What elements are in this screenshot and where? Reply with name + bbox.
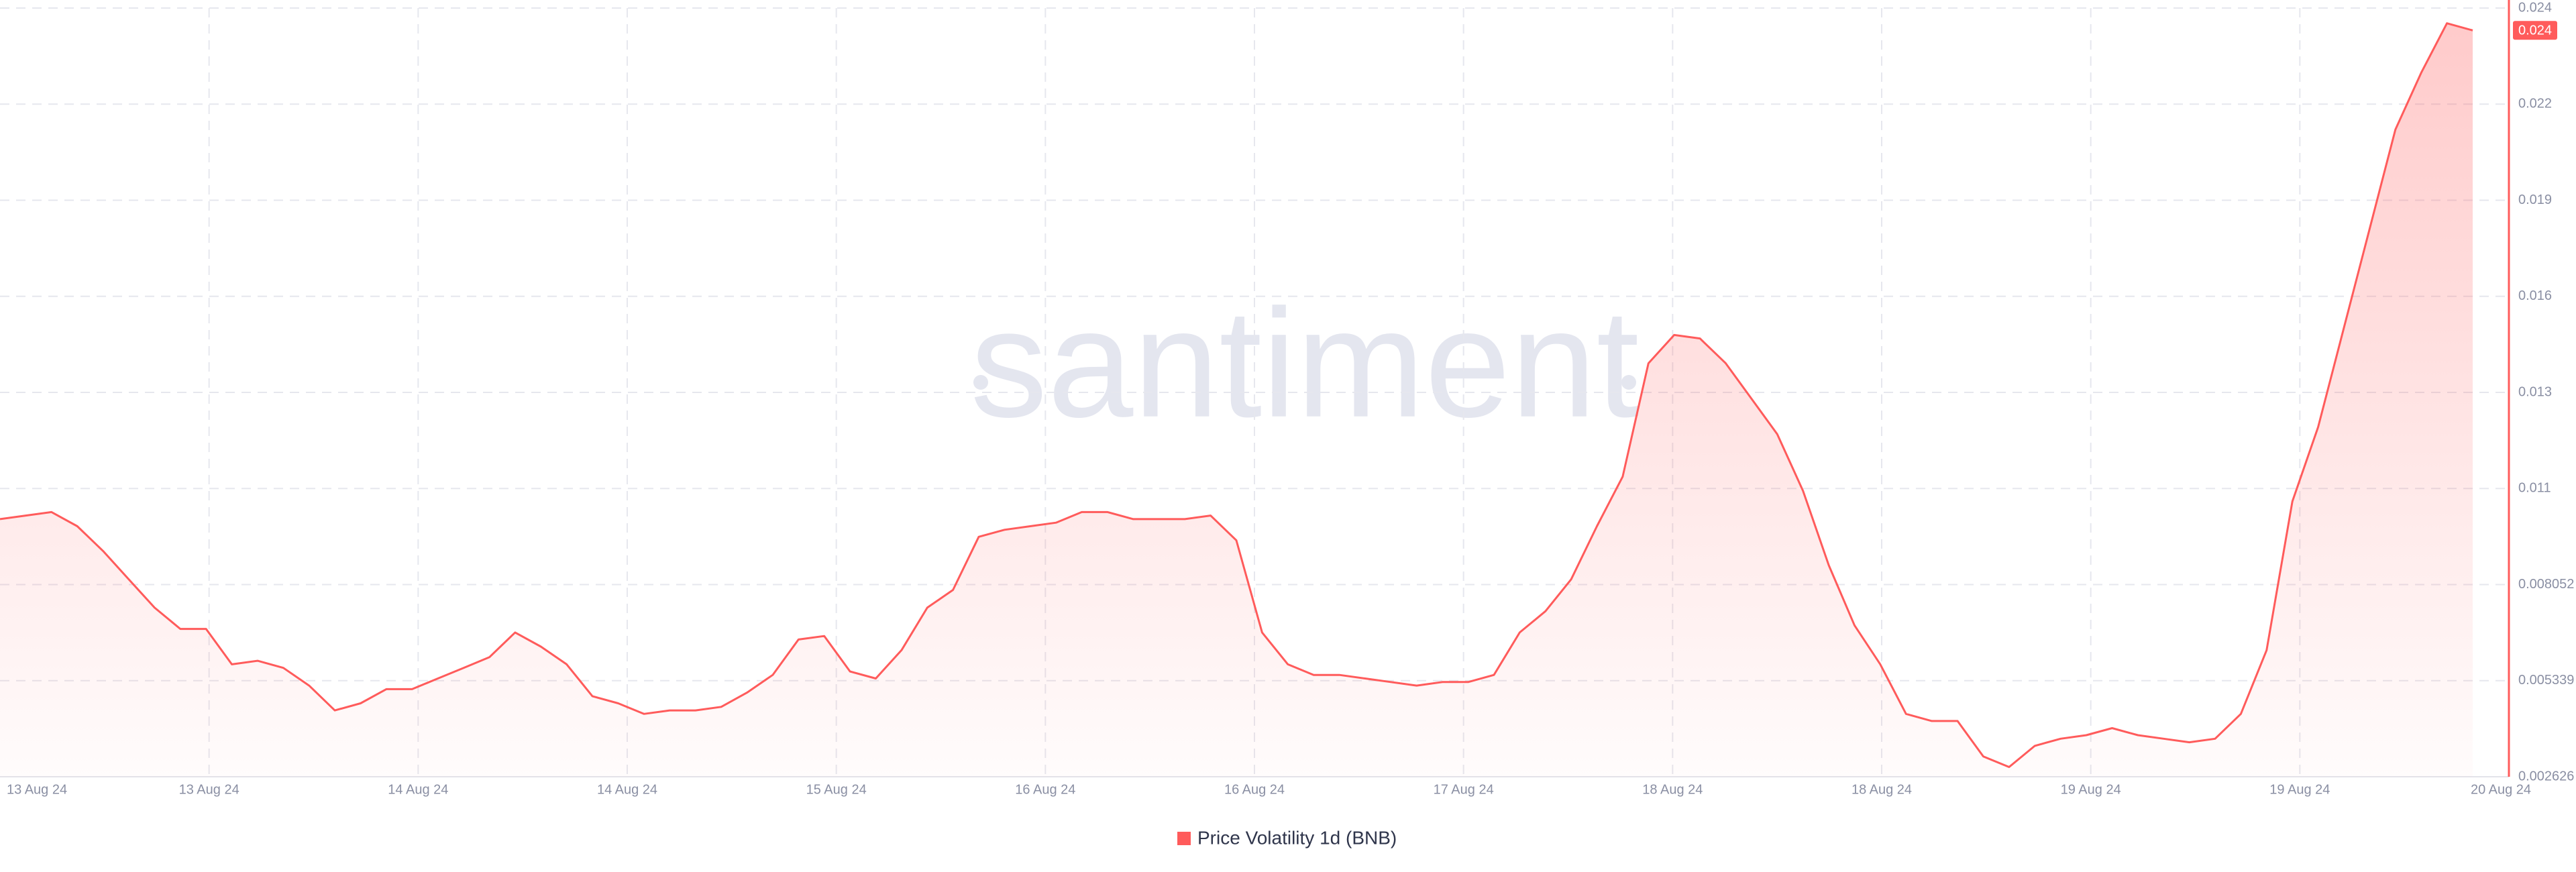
y-tick-label: 0.011 bbox=[2518, 481, 2551, 496]
value-label-box bbox=[2513, 21, 2557, 40]
x-tick-label: 16 Aug 24 bbox=[1015, 782, 1075, 797]
x-tick-label: 19 Aug 24 bbox=[2269, 782, 2330, 797]
x-tick-label: 14 Aug 24 bbox=[388, 782, 448, 797]
legend: Price Volatility 1d (BNB) bbox=[1177, 827, 1397, 848]
x-tick-label: 13 Aug 24 bbox=[7, 782, 67, 797]
watermark-dot bbox=[1621, 375, 1636, 390]
legend-swatch bbox=[1177, 832, 1191, 845]
x-tick-label: 14 Aug 24 bbox=[597, 782, 657, 797]
x-tick-label: 18 Aug 24 bbox=[1851, 782, 1912, 797]
x-tick-label: 16 Aug 24 bbox=[1224, 782, 1285, 797]
y-tick-label: 0.016 bbox=[2518, 288, 2552, 303]
line bbox=[0, 22, 2473, 768]
x-tick-label: 17 Aug 24 bbox=[1434, 782, 1494, 797]
y-tick-label: 0.002626 bbox=[2518, 769, 2574, 783]
watermark-dot bbox=[973, 375, 988, 390]
area bbox=[0, 23, 2473, 777]
y-tick-label: 0.008052 bbox=[2518, 577, 2574, 592]
x-tick-label: 18 Aug 24 bbox=[1642, 782, 1703, 797]
y-tick-label: 0.005339 bbox=[2518, 673, 2574, 688]
y-tick-label: 0.019 bbox=[2518, 193, 2552, 207]
legend-label: Price Volatility 1d (BNB) bbox=[1197, 827, 1397, 848]
x-tick-label: 19 Aug 24 bbox=[2061, 782, 2121, 797]
x-tick-label: 15 Aug 24 bbox=[806, 782, 867, 797]
y-tick-label: 0.013 bbox=[2518, 384, 2552, 399]
x-tick-label: 20 Aug 24 bbox=[2471, 782, 2531, 797]
value-label: 0.024 bbox=[2518, 23, 2552, 38]
y-tick-label: 0.024 bbox=[2518, 0, 2552, 15]
watermark: santiment bbox=[970, 277, 1639, 449]
x-tick-label: 13 Aug 24 bbox=[179, 782, 239, 797]
y-tick-label: 0.022 bbox=[2518, 97, 2552, 111]
